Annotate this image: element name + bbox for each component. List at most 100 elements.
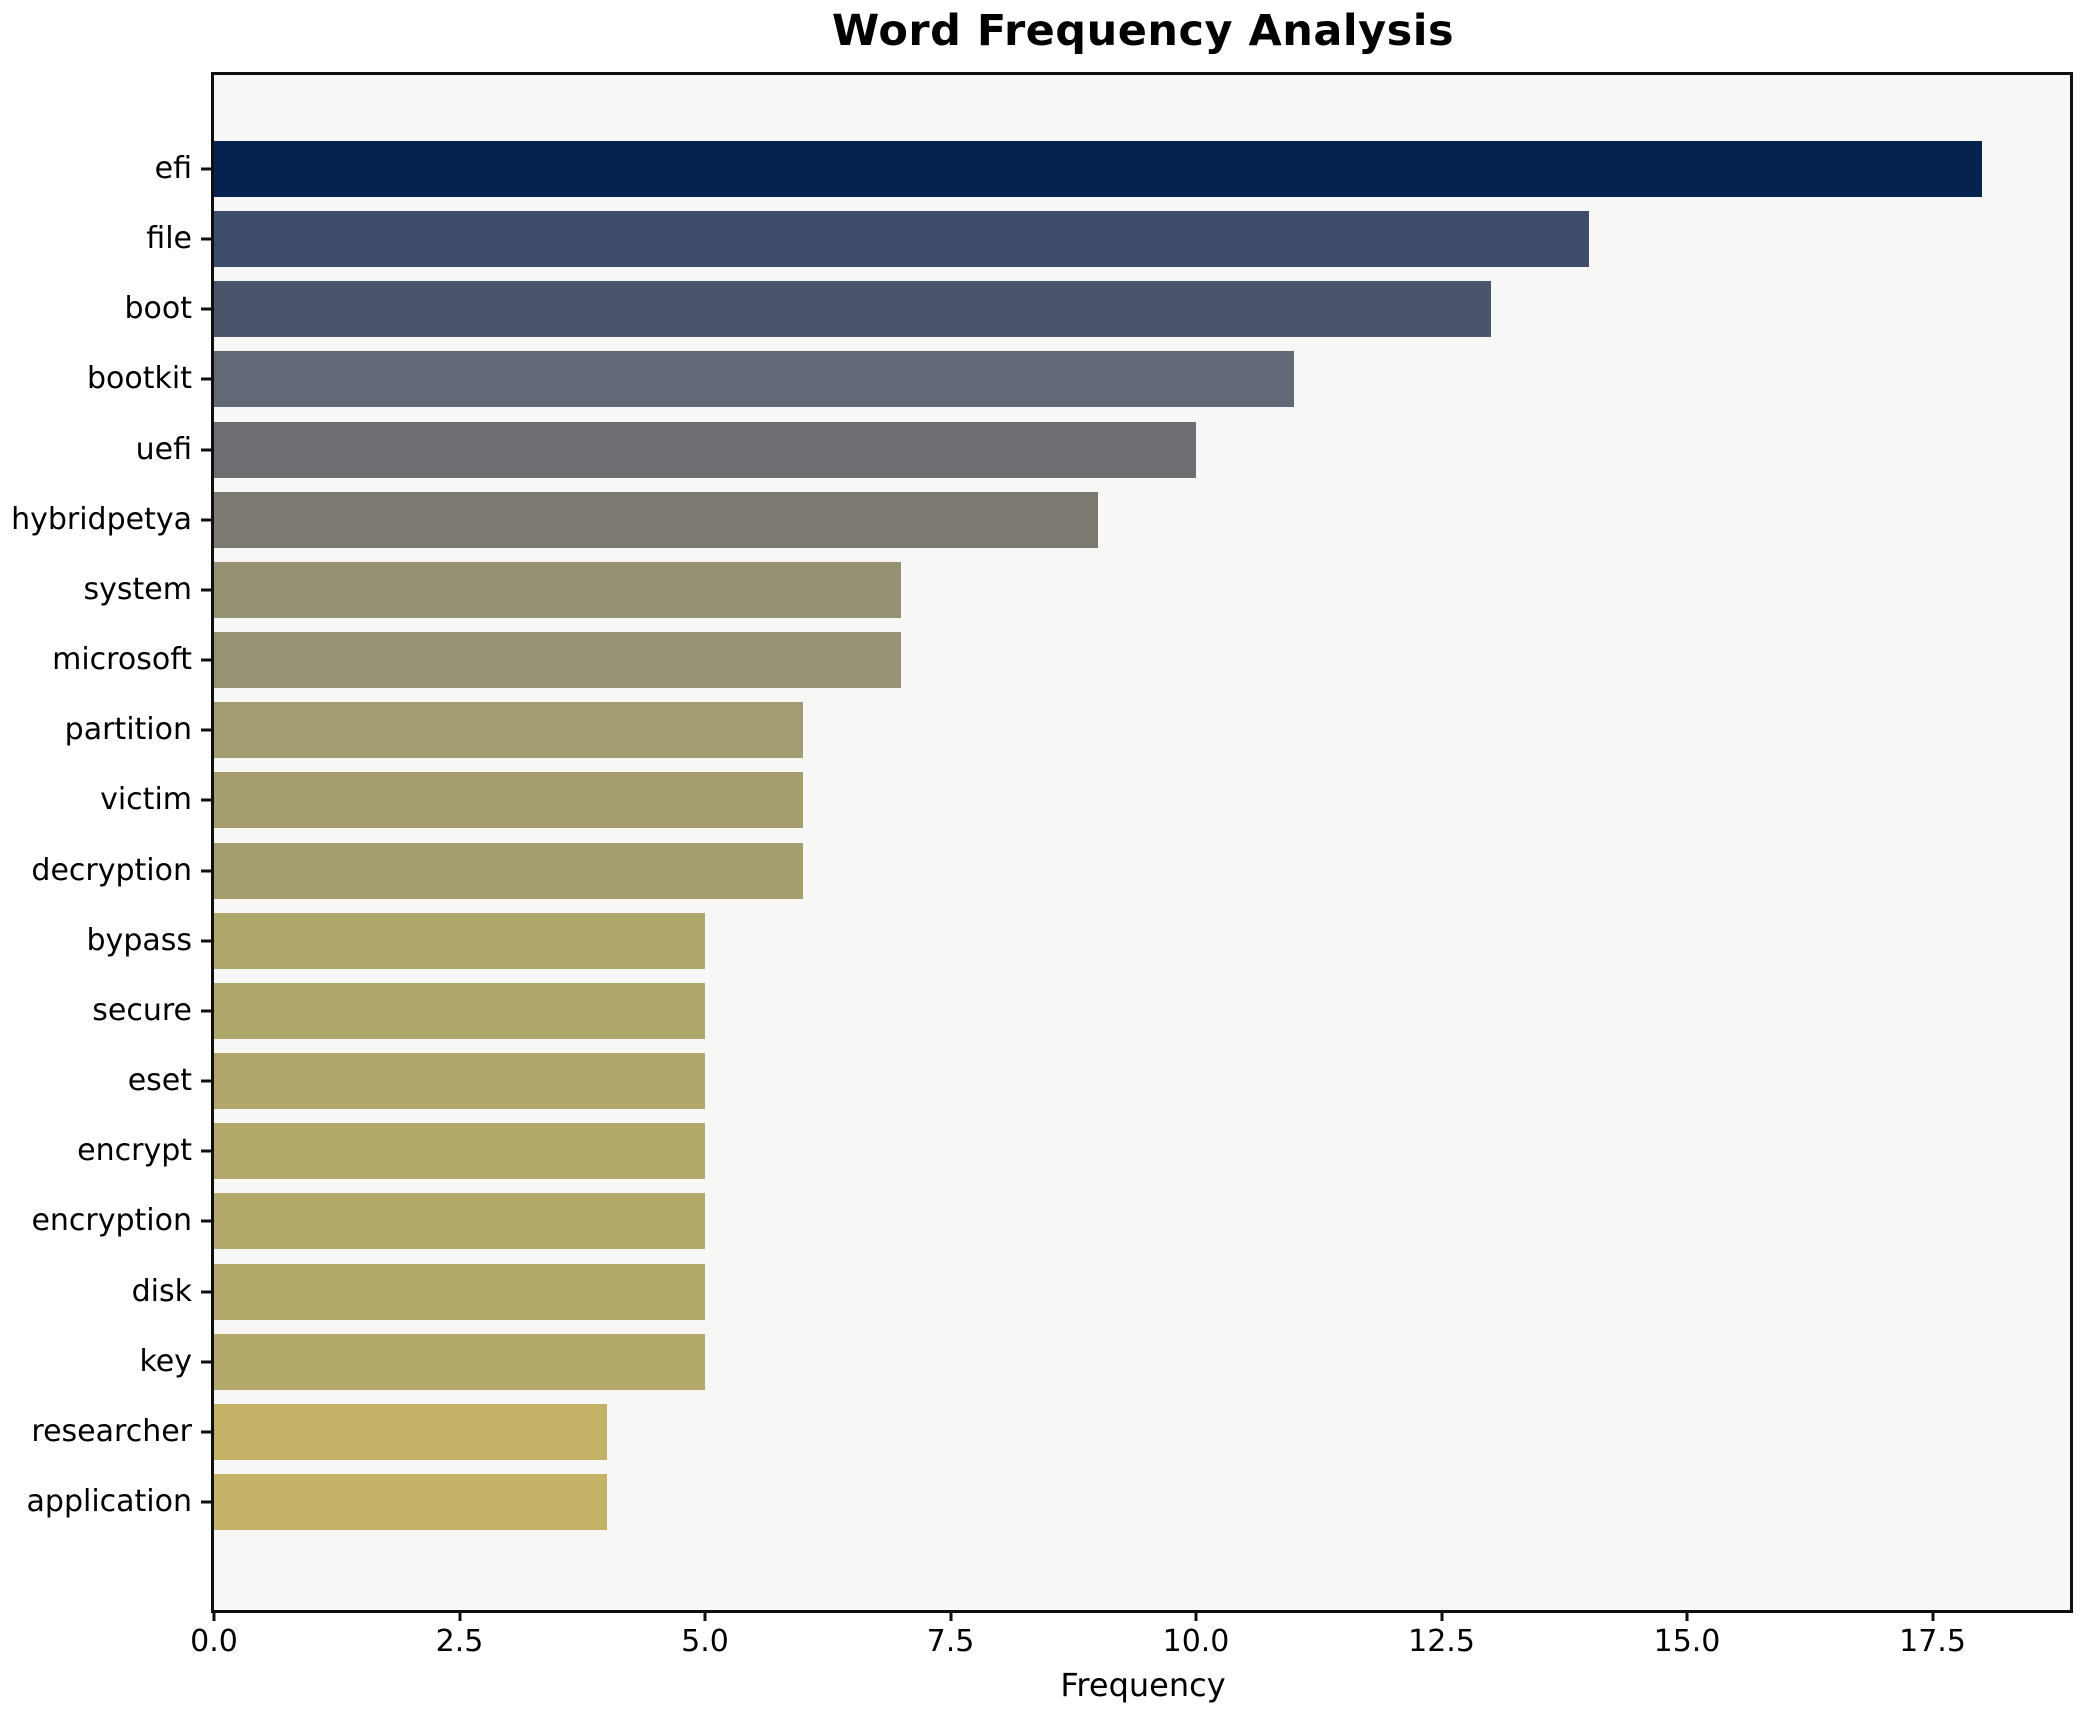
bar-uefi: [214, 421, 1196, 478]
bar-row: encryption: [31, 1193, 2070, 1250]
bar-microsoft: [214, 632, 902, 689]
y-tick-mark: [201, 518, 211, 522]
x-tick-label: 7.5: [926, 1624, 975, 1659]
y-tick-mark: [201, 1500, 211, 1504]
bar-decryption: [214, 842, 804, 899]
plot-area: efi file boot bootkit uefi hybridpetya system m…: [11, 72, 2073, 1657]
y-tick-mark: [201, 939, 211, 943]
x-tick-label: 2.5: [435, 1624, 484, 1659]
y-tick-mark: [201, 377, 211, 381]
y-tick-mark: [201, 1360, 211, 1364]
bars-container: efi file boot bootkit uefi hybridpetya system m…: [11, 75, 2070, 1610]
y-tick-mark: [201, 237, 211, 241]
bar-key: [214, 1333, 705, 1390]
bar-victim: [214, 772, 804, 829]
bar-disk: [214, 1263, 705, 1320]
chart-title: Word Frequency Analysis: [831, 6, 1455, 56]
y-tick-mark: [201, 728, 211, 732]
bar-row: hybridpetya: [11, 491, 2070, 548]
x-tick-mark: [1685, 1610, 1689, 1621]
bar-bypass: [214, 912, 705, 969]
x-axis-label: Frequency: [1060, 1666, 1226, 1704]
y-tick-label: key: [139, 1343, 192, 1379]
bar-secure: [214, 982, 705, 1039]
y-tick-mark: [201, 1009, 211, 1013]
bar-row: encrypt: [77, 1123, 2070, 1180]
y-tick-label: decryption: [31, 852, 192, 888]
y-tick-mark: [201, 658, 211, 662]
x-tick-mark: [458, 1610, 461, 1621]
y-tick-mark: [201, 588, 211, 592]
y-tick-mark: [201, 1079, 211, 1083]
y-tick-label: microsoft: [52, 642, 192, 678]
y-tick-label: system: [83, 571, 192, 607]
bar-row: victim: [100, 772, 2070, 829]
bar-row: researcher: [31, 1403, 2070, 1460]
y-tick-label: bootkit: [87, 361, 192, 397]
bar-row: microsoft: [52, 632, 2070, 689]
bar-row: partition: [65, 702, 2070, 759]
y-tick-mark: [201, 167, 211, 171]
bar-row: bypass: [87, 912, 2070, 969]
bar-row: system: [84, 561, 2070, 618]
y-tick-label: boot: [124, 291, 192, 327]
bar-row: secure: [92, 982, 2070, 1039]
x-tick-label: 15.0: [1653, 1624, 1721, 1659]
bar-hybridpetya: [214, 491, 1098, 548]
y-tick-mark: [201, 1430, 211, 1434]
y-tick-mark: [201, 869, 211, 873]
y-tick-label: victim: [100, 782, 192, 818]
x-tick-mark: [1194, 1610, 1198, 1621]
y-tick-mark: [201, 798, 211, 802]
y-tick-label: application: [26, 1483, 192, 1519]
x-tick-mark: [949, 1610, 953, 1621]
x-tick-label: 12.5: [1408, 1624, 1475, 1659]
bar-partition: [214, 702, 804, 759]
y-tick-mark: [201, 307, 211, 311]
bar-application: [214, 1473, 607, 1530]
x-tick-label: 5.0: [681, 1624, 729, 1659]
bar-row: key: [139, 1333, 2070, 1390]
y-tick-label: disk: [131, 1273, 192, 1309]
x-tick-label: 0.0: [190, 1624, 238, 1659]
y-tick-mark: [201, 1290, 211, 1293]
bar-boot: [214, 281, 1491, 338]
x-tick-label: 17.5: [1899, 1624, 1966, 1659]
x-tick-mark: [1931, 1610, 1935, 1621]
bar-efi: [214, 141, 1982, 197]
bar-file: [214, 211, 1589, 268]
bar-row: file: [146, 211, 2070, 268]
x-tick-label: 10.0: [1162, 1624, 1230, 1659]
y-tick-label: hybridpetya: [11, 501, 192, 537]
bar-row: eset: [128, 1053, 2070, 1110]
x-tick-mark: [212, 1610, 216, 1621]
bar-row: uefi: [136, 421, 2070, 478]
y-tick-label: uefi: [135, 431, 192, 467]
bar-row: application: [27, 1473, 2070, 1530]
bar-row: decryption: [31, 842, 2070, 899]
x-tick-mark: [703, 1610, 707, 1621]
y-tick-label: encryption: [31, 1203, 192, 1239]
y-tick-label: researcher: [31, 1413, 192, 1449]
bar-encrypt: [214, 1123, 705, 1180]
y-tick-mark: [201, 448, 211, 452]
y-tick-label: file: [146, 221, 192, 257]
bar-bootkit: [214, 351, 1295, 408]
y-tick-label: eset: [127, 1063, 192, 1099]
bar-row: bootkit: [87, 351, 2070, 408]
y-tick-label: encrypt: [77, 1133, 192, 1169]
y-tick-label: partition: [64, 712, 192, 748]
bar-system: [214, 561, 902, 618]
y-tick-label: efi: [154, 151, 192, 186]
x-tick-mark: [1440, 1610, 1444, 1621]
bar-row: boot: [124, 281, 2070, 338]
bar-encryption: [214, 1193, 705, 1250]
bar-researcher: [214, 1403, 607, 1460]
bar-row: disk: [132, 1263, 2070, 1320]
y-tick-label: bypass: [86, 922, 192, 958]
bar-eset: [214, 1053, 705, 1110]
bar-row: efi: [155, 141, 2070, 197]
y-tick-mark: [201, 1219, 211, 1223]
y-tick-label: secure: [92, 992, 192, 1028]
